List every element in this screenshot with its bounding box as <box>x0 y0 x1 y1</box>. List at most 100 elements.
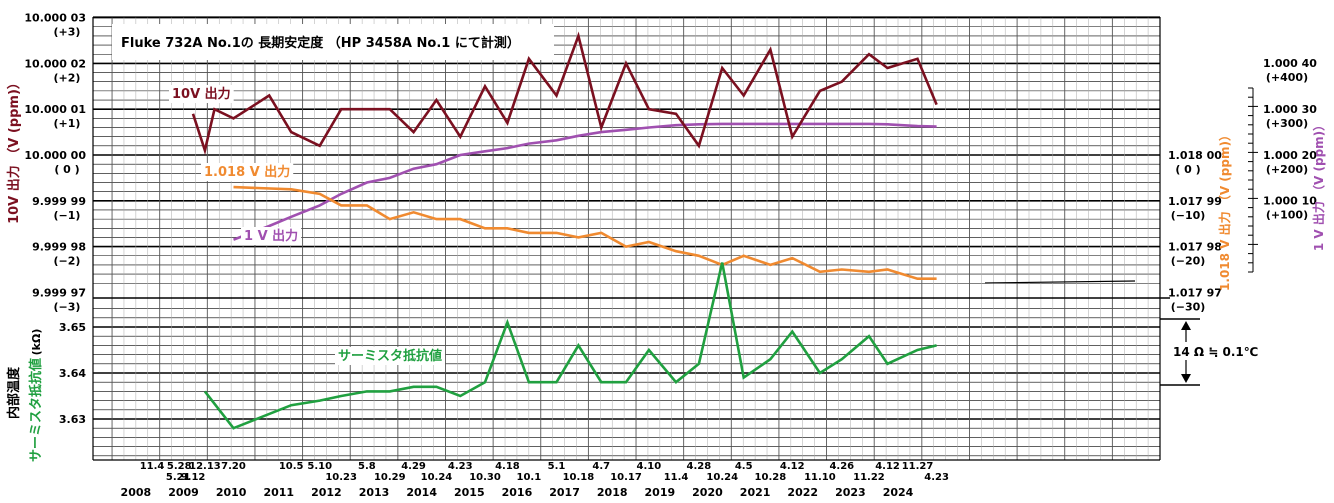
y2-tick-label: 1.017 99 <box>1168 195 1222 208</box>
y3-tick-sublabel: (+300) <box>1266 117 1308 130</box>
title-box <box>112 24 554 60</box>
x-year-label: 2014 <box>406 486 437 499</box>
y2-tick-label: 1.017 97 <box>1168 286 1222 299</box>
y-tick-label: 10.000 00 <box>24 149 86 162</box>
x-date-label: 4.23 <box>448 461 473 472</box>
axis-title-1v: 1 V 出力 （V (ppm)） <box>1311 119 1326 251</box>
x-date-label: 10.28 <box>755 472 787 483</box>
axis-title-1018v: 1.018 V 出力 （V (ppm)） <box>1217 129 1232 291</box>
x-year-label: 2022 <box>787 486 818 499</box>
x-date-label: 11.27 <box>902 461 934 472</box>
y-tick-sublabel: (−2) <box>54 255 81 268</box>
y-tick-label: 10.000 03 <box>24 12 86 25</box>
y2-tick-label: 1.018 00 <box>1168 149 1222 162</box>
y3-tick-label: 1.000 40 <box>1263 57 1317 70</box>
x-date-label: 11.10 <box>804 472 836 483</box>
label-1v: 1 V 出力 <box>244 228 298 244</box>
y3-tick-label: 1.000 10 <box>1263 195 1317 208</box>
series-1v-line <box>233 122 937 241</box>
x-date-label: 4.23 <box>924 472 949 483</box>
y-tick-sublabel: (−1) <box>54 209 81 222</box>
x-date-label: 5.28 <box>167 461 192 472</box>
x-date-label: 11.4 <box>664 472 689 483</box>
x-year-label: 2020 <box>692 486 723 499</box>
x-date-label: 5.10 <box>307 461 332 472</box>
y-tick-sublabel: (−3) <box>54 300 81 313</box>
series-therm-line <box>203 262 937 430</box>
label-1018v: 1.018 V 出力 <box>204 164 290 180</box>
x-year-label: 2010 <box>216 486 247 499</box>
y2-tick-sublabel: (−20) <box>1171 255 1206 268</box>
y3-tick-sublabel: (+400) <box>1266 71 1308 84</box>
axis-title-therm-unit: (kΩ) <box>30 329 43 356</box>
grid <box>93 16 1161 460</box>
x-year-label: 2013 <box>359 486 390 499</box>
x-year-label: 2018 <box>597 486 628 499</box>
annotation-arrow-down <box>1181 374 1191 383</box>
x-date-label: 5.8 <box>358 461 376 472</box>
x-date-label: 4.10 <box>637 461 662 472</box>
x-year-label: 2023 <box>835 486 866 499</box>
chart-title: Fluke 732A No.1の 長期安定度 （HP 3458A No.1 にて… <box>121 35 520 51</box>
x-date-label: 4.5 <box>735 461 753 472</box>
trend-tail <box>984 280 1136 284</box>
x-date-label: 7.20 <box>221 461 246 472</box>
x-date-label: 12.13 <box>189 461 221 472</box>
y-tick-sublabel: (+2) <box>54 71 81 84</box>
x-date-label: 10.18 <box>563 472 595 483</box>
annotation-bg <box>1170 342 1262 360</box>
x-date-label: 11.4 <box>140 461 165 472</box>
x-date-label: 10.29 <box>374 472 406 483</box>
y2-tick-sublabel: (−30) <box>1171 300 1206 313</box>
x-date-label: 4.26 <box>829 461 854 472</box>
y-tick-label: 9.999 97 <box>32 286 86 299</box>
x-date-label: 5.21 <box>166 472 191 483</box>
label-10v: 10V 出力 <box>172 86 231 102</box>
x-date-label: 5.1 <box>548 461 566 472</box>
x-date-label: 10.30 <box>469 472 501 483</box>
y-tick-sublabel: (+1) <box>54 117 81 130</box>
x-date-label: 4.18 <box>495 461 520 472</box>
series-10v-line <box>191 31 938 156</box>
annotation-arrow-up <box>1181 321 1191 330</box>
y-tick-label-therm: 3.64 <box>59 367 86 380</box>
x-date-label: 4.7 <box>592 461 610 472</box>
x-year-label: 2016 <box>502 486 533 499</box>
x-date-label: 4.29 <box>401 461 426 472</box>
x-date-label: 9.12 <box>181 472 206 483</box>
x-date-label: 10.24 <box>706 472 738 483</box>
axis-title-10v: 10V 出力 （V (ppm)） <box>6 76 22 224</box>
x-date-label: 10.17 <box>610 472 642 483</box>
y-tick-label: 10.000 01 <box>24 103 86 116</box>
y3-tick-label: 1.000 30 <box>1263 103 1317 116</box>
label-10v-bg <box>169 85 234 103</box>
x-date-label: 11.22 <box>853 472 885 483</box>
label-therm: サーミスタ抵抗値 <box>338 348 442 364</box>
x-year-label: 2011 <box>263 486 294 499</box>
x-date-label: 10.23 <box>325 472 357 483</box>
y3-tick-sublabel: (+200) <box>1266 163 1308 176</box>
y3-tick-label: 1.000 20 <box>1263 149 1317 162</box>
x-date-label: 10.5 <box>279 461 304 472</box>
x-year-label: 2015 <box>454 486 485 499</box>
series-1018v-line <box>233 185 937 281</box>
x-year-label: 2008 <box>121 486 152 499</box>
y2-tick-sublabel: ( 0 ) <box>1175 163 1200 176</box>
x-year-label: 2017 <box>549 486 580 499</box>
x-year-label: 2021 <box>740 486 771 499</box>
y2-tick-label: 1.017 98 <box>1168 241 1222 254</box>
x-date-label: 4.12 <box>780 461 805 472</box>
x-year-label: 2019 <box>645 486 676 499</box>
y-tick-label: 9.999 99 <box>32 195 86 208</box>
x-date-label: 4.28 <box>687 461 712 472</box>
x-date-label: 10.1 <box>517 472 542 483</box>
annotation-text: 14 Ω ≒ 0.1℃ <box>1173 345 1258 359</box>
x-year-label: 2012 <box>311 486 342 499</box>
label-therm-bg <box>335 347 446 365</box>
y2-tick-sublabel: (−10) <box>1171 209 1206 222</box>
label-1018v-bg <box>201 163 294 181</box>
y3-tick-sublabel: (+100) <box>1266 209 1308 222</box>
x-date-label: 10.24 <box>421 472 453 483</box>
axis-title-therm: サーミスタ抵抗値 <box>28 358 44 462</box>
